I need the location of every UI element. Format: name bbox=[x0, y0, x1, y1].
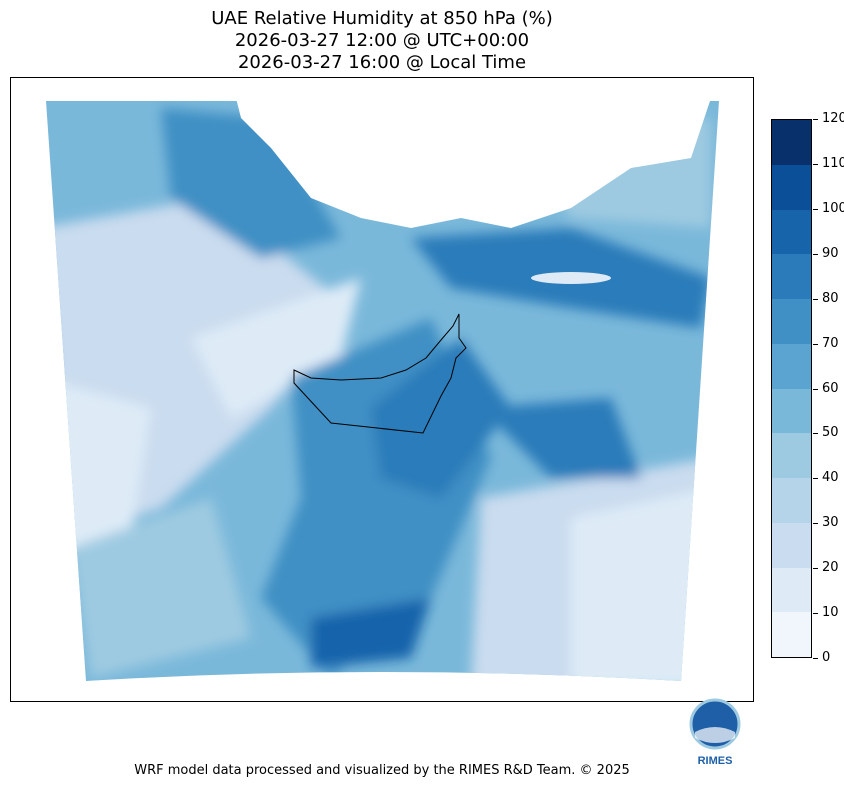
colorbar-tick bbox=[813, 568, 818, 570]
humidity-map bbox=[46, 101, 719, 681]
colorbar-tick bbox=[813, 208, 818, 210]
colorbar-bin bbox=[772, 567, 811, 613]
colorbar-bin bbox=[772, 164, 811, 210]
colorbar-tick-label: 20 bbox=[822, 560, 839, 576]
colorbar-bin bbox=[772, 120, 811, 165]
colorbar-tick-label: 60 bbox=[822, 380, 839, 396]
colorbar-bin bbox=[772, 299, 811, 344]
colorbar-tick-label: 100 bbox=[822, 200, 844, 216]
colorbar-tick-label: 40 bbox=[822, 470, 839, 486]
colorbar-bin bbox=[772, 209, 811, 255]
uae-border bbox=[293, 313, 467, 434]
colorbar-tick-label: 50 bbox=[822, 425, 839, 441]
colorbar-tick bbox=[813, 298, 818, 300]
colorbar-tick bbox=[813, 388, 818, 390]
colorbar-bin bbox=[772, 612, 811, 657]
colorbar-tick bbox=[813, 523, 818, 525]
colorbar-tick-label: 10 bbox=[822, 605, 839, 621]
svg-text:RIMES: RIMES bbox=[698, 755, 733, 767]
title-line-2: 2026-03-27 12:00 @ UTC+00:00 bbox=[234, 30, 530, 51]
rimes-logo: RIMES bbox=[689, 698, 741, 767]
colorbar-tick bbox=[813, 658, 818, 659]
colorbar-tick bbox=[813, 613, 818, 615]
title-line-3: 2026-03-27 16:00 @ Local Time bbox=[237, 52, 527, 73]
colorbar-tick-label: 80 bbox=[822, 290, 839, 306]
colorbar-tick bbox=[813, 343, 818, 345]
colorbar bbox=[771, 119, 812, 658]
title-line-1: UAE Relative Humidity at 850 hPa (%) bbox=[211, 8, 553, 29]
colorbar-bin bbox=[772, 254, 811, 299]
colorbar-tick bbox=[813, 253, 818, 255]
colorbar-tick-label: 110 bbox=[822, 155, 844, 171]
colorbar-tick bbox=[813, 433, 818, 435]
colorbar-tick-label: 90 bbox=[822, 245, 839, 261]
colorbar-bin bbox=[772, 433, 811, 478]
colorbar-tick-label: 30 bbox=[822, 515, 839, 531]
colorbar-tick bbox=[813, 119, 818, 120]
colorbar-tick bbox=[813, 163, 818, 165]
humidity-field bbox=[46, 101, 719, 681]
colorbar-tick-label: 0 bbox=[822, 650, 831, 665]
colorbar-bin bbox=[772, 388, 811, 434]
colorbar-bin bbox=[772, 343, 811, 389]
colorbar-tick bbox=[813, 478, 818, 480]
colorbar-tick-label: 70 bbox=[822, 335, 839, 351]
colorbar-tick-label: 120 bbox=[822, 111, 844, 126]
colorbar-bin bbox=[772, 478, 811, 523]
map-frame: RIMES bbox=[10, 77, 754, 767]
footer-credit: WRF model data processed and visualized … bbox=[134, 763, 630, 778]
colorbar-bin bbox=[772, 522, 811, 568]
